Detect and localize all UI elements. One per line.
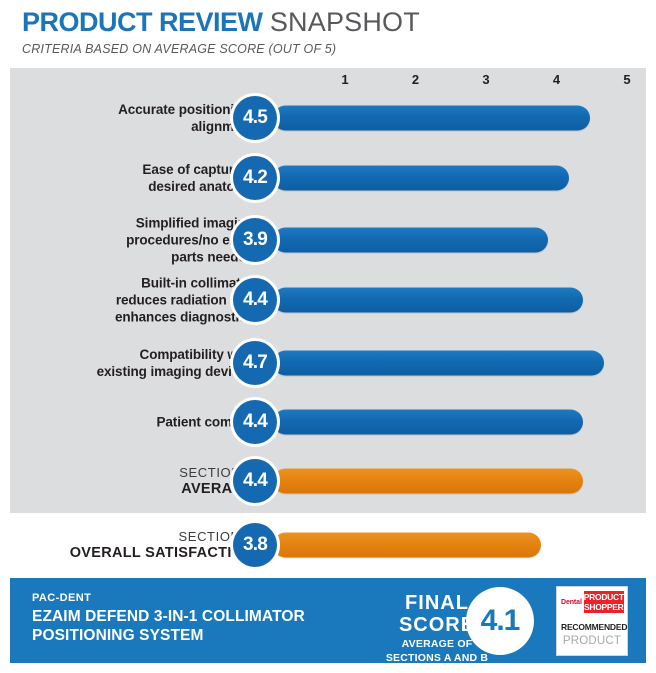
score-bar: [273, 287, 584, 313]
section-lead-label: SECTION B: [178, 529, 254, 544]
badge-shopper-text: SHOPPER: [584, 602, 624, 612]
footer-product-info: PAC-DENT EZAIM DEFEND 3-IN-1 COLLIMATOR …: [32, 592, 305, 645]
page-title-light: SNAPSHOT: [269, 7, 420, 37]
chart-row: SECTION B OVERALL SATISFACTION 3.8: [0, 523, 656, 567]
score-bar: [273, 105, 591, 131]
final-score-line2: SCORE: [398, 614, 476, 636]
chart-row-label: Patient comfort: [0, 414, 254, 431]
section-emph-label: OVERALL SATISFACTION: [69, 545, 254, 561]
criteria-label-line: Built-in collimator: [141, 275, 254, 291]
score-badge: 4.2: [233, 156, 277, 200]
score-badge: 4.7: [233, 341, 277, 385]
dental-product-shopper-badge: Dental PRODUCT SHOPPER RECOMMENDED PRODU…: [556, 586, 628, 656]
score-badge: 4.4: [233, 278, 277, 322]
product-name-line1: EZAIM DEFEND 3-IN-1 COLLIMATOR: [32, 608, 305, 625]
brand-name: PAC-DENT: [32, 592, 92, 604]
page-title: PRODUCT REVIEW SNAPSHOT: [22, 6, 642, 38]
badge-dental-text: Dental: [561, 598, 582, 606]
criteria-label-line: Ease of capturing: [142, 162, 254, 177]
score-bar: [273, 350, 605, 376]
criteria-label-line: procedures/no extra: [126, 232, 254, 248]
badge-recommended-text: RECOMMENDED: [561, 622, 628, 632]
badge-logo: Dental PRODUCT SHOPPER: [561, 591, 624, 613]
product-name-line2: POSITIONING SYSTEM: [32, 627, 204, 644]
score-bar: [273, 532, 541, 558]
score-badge: 3.9: [233, 218, 277, 262]
section-emph-label: AVERAGE: [181, 481, 254, 497]
final-score-sub1: AVERAGE OF: [401, 638, 473, 650]
score-bar: [273, 227, 548, 253]
section-lead-label: SECTION A: [179, 465, 254, 480]
chart-row: SECTION A AVERAGE 4.4: [0, 459, 656, 503]
criteria-label-line: desired anatomy: [148, 179, 254, 194]
page-title-strong: PRODUCT REVIEW: [22, 7, 263, 37]
score-badge: 3.8: [233, 523, 277, 567]
criteria-label-line: alignment: [191, 119, 254, 134]
badge-product-text: PRODUCT: [583, 592, 624, 602]
chart-row: Compatibility with existing imaging devic…: [0, 341, 656, 385]
final-score-line1: FINAL: [405, 592, 469, 614]
score-bar: [273, 468, 584, 494]
chart-row: Simplified imaging procedures/no extra par…: [0, 216, 656, 265]
score-badge: 4.4: [233, 400, 277, 444]
chart-row-label: SECTION A AVERAGE: [0, 464, 254, 498]
score-bar: [273, 165, 570, 191]
final-score-value: 4.1: [466, 587, 534, 655]
final-score-sub2: SECTIONS A AND B: [385, 652, 489, 664]
chart-row-label: SECTION B OVERALL SATISFACTION: [0, 528, 254, 562]
criteria-label-line: Patient comfort: [156, 414, 254, 430]
criteria-label-line: reduces radiation and: [115, 292, 254, 308]
chart-row-label: Ease of capturing desired anatomy: [0, 161, 254, 195]
chart-row-label: Built-in collimator reduces radiation and…: [0, 275, 254, 326]
product-name: EZAIM DEFEND 3-IN-1 COLLIMATOR POSITIONI…: [32, 607, 305, 645]
chart-row: Built-in collimator reduces radiation and…: [0, 276, 656, 325]
criteria-label-line: Accurate positioning/: [118, 102, 254, 117]
badge-product-shopper: PRODUCT SHOPPER: [583, 591, 624, 613]
page-subtitle: CRITERIA BASED ON AVERAGE SCORE (OUT OF …: [22, 42, 337, 56]
header: PRODUCT REVIEW SNAPSHOT CRITERIA BASED O…: [22, 6, 642, 56]
chart-row: Patient comfort 4.4: [0, 400, 656, 444]
chart-row: Ease of capturing desired anatomy 4.2: [0, 156, 656, 200]
score-bar: [273, 409, 584, 435]
chart-row-label: Simplified imaging procedures/no extra par…: [0, 215, 254, 266]
score-badge: 4.5: [233, 96, 277, 140]
footer-bar: PAC-DENT EZAIM DEFEND 3-IN-1 COLLIMATOR …: [10, 578, 646, 664]
criteria-label-line: enhances diagnostics: [114, 309, 254, 325]
final-score-label: FINAL SCORE AVERAGE OF SECTIONS A AND B: [382, 592, 492, 664]
criteria-label-line: parts needed: [171, 249, 254, 265]
score-badge: 4.4: [233, 459, 277, 503]
criteria-label-line: Compatibility with: [139, 347, 255, 362]
chart-row-label: Accurate positioning/alignment: [0, 101, 254, 135]
criteria-label-line: existing imaging devices: [96, 364, 255, 379]
chart-row: Accurate positioning/alignment 4.5: [0, 96, 656, 140]
badge-product-word: PRODUCT: [562, 635, 622, 647]
chart-row-label: Compatibility with existing imaging devic…: [0, 346, 255, 380]
criteria-label-line: Simplified imaging: [135, 215, 254, 231]
